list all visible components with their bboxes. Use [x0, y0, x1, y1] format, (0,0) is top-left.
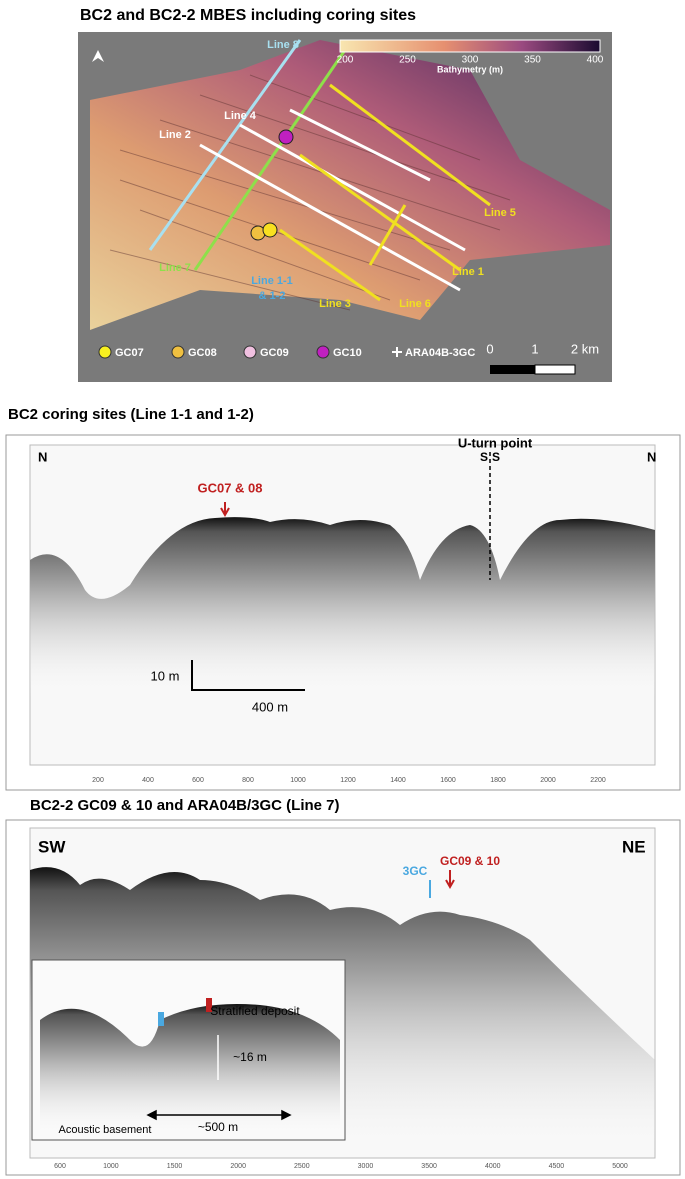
- line-label: Line 8: [267, 39, 299, 51]
- legend-label: GC09: [260, 347, 289, 359]
- profile-label: U-turn point: [458, 435, 533, 450]
- x-tick-label: 1000: [290, 777, 306, 784]
- panel-title: BC2 coring sites (Line 1-1 and 1-2): [8, 406, 254, 423]
- profile-label: Acoustic basement: [59, 1124, 152, 1136]
- profile-label: Stratified deposit: [210, 1004, 300, 1018]
- panel-title: BC2-2 GC09 & 10 and ARA04B/3GC (Line 7): [30, 797, 340, 814]
- profile-label: ~16 m: [233, 1050, 267, 1064]
- scale-bars: [191, 660, 305, 691]
- profile-label: S: [492, 450, 500, 464]
- line-label: Line 2: [159, 129, 191, 141]
- line-label: Line 7: [159, 262, 191, 274]
- profile-label: 10 m: [151, 668, 180, 683]
- colorbar-tick: 250: [399, 55, 416, 66]
- profile-label: N: [38, 449, 47, 464]
- profile-label: N: [647, 449, 656, 464]
- legend-label: GC08: [188, 347, 217, 359]
- legend-marker: [316, 345, 330, 359]
- colorbar-label: Bathymetry (m): [437, 64, 503, 74]
- x-tick-label: 2000: [540, 777, 556, 784]
- x-tick-label: 1400: [390, 777, 406, 784]
- scale-label: 2 km: [571, 341, 599, 356]
- core-marker: [158, 1012, 164, 1026]
- x-tick-label: 2500: [294, 1163, 310, 1170]
- legend-marker: [98, 345, 112, 359]
- x-tick-label: 3000: [358, 1163, 374, 1170]
- x-tick-label: 4000: [485, 1163, 501, 1170]
- profile-label: SW: [38, 837, 66, 856]
- survey-lines: [148, 39, 491, 302]
- line-label: Line 6: [399, 298, 431, 310]
- x-tick-label: 600: [54, 1163, 66, 1170]
- profile-label: ~500 m: [198, 1120, 238, 1134]
- profile-label: GC07 & 08: [197, 480, 262, 495]
- panel-title: BC2 and BC2-2 MBES including coring site…: [80, 7, 416, 24]
- line-label: Line 5: [484, 207, 516, 219]
- north-arrow: [92, 50, 104, 62]
- profile-label: NE: [622, 837, 646, 856]
- scale-bar: [490, 365, 535, 374]
- width-arrow: [146, 1109, 292, 1121]
- core-marker: [206, 998, 212, 1012]
- legend-marker: [171, 345, 185, 359]
- x-tick-label: 600: [192, 777, 204, 784]
- legend-marker: [392, 347, 402, 357]
- line-label: Line 4: [224, 110, 257, 122]
- colorbar-tick: 300: [462, 55, 479, 66]
- x-tick-label: 2000: [230, 1163, 246, 1170]
- profile-label: GC09 & 10: [440, 854, 500, 868]
- core-site: [262, 222, 278, 238]
- scale-label: 0: [486, 341, 493, 356]
- core-site: [278, 129, 294, 145]
- core-arrow: [445, 870, 455, 890]
- x-tick-label: 3500: [421, 1163, 437, 1170]
- x-tick-label: 2200: [590, 777, 606, 784]
- scale-bar: [534, 364, 576, 375]
- inset-reflector: [40, 1004, 340, 1138]
- x-tick-label: 200: [92, 777, 104, 784]
- profile-label: 3GC: [403, 864, 428, 878]
- legend-marker: [243, 345, 257, 359]
- profile-label: 400 m: [252, 699, 288, 714]
- profile-label: S: [480, 450, 488, 464]
- scale-label: 1: [531, 341, 538, 356]
- legend-label: GC07: [115, 347, 144, 359]
- x-tick-label: 5000: [612, 1163, 628, 1170]
- line-label: Line 1: [452, 266, 484, 278]
- x-tick-label: 1000: [103, 1163, 119, 1170]
- line-label: & 1-2: [259, 290, 286, 302]
- x-tick-label: 1800: [490, 777, 506, 784]
- colorbar: [339, 39, 601, 53]
- colorbar-tick: 350: [524, 55, 541, 66]
- colorbar-tick: 200: [337, 55, 354, 66]
- legend-label: GC10: [333, 347, 362, 359]
- seabed-reflector: [30, 517, 655, 700]
- x-tick-label: 1500: [167, 1163, 183, 1170]
- x-tick-label: 400: [142, 777, 154, 784]
- core-arrow: [220, 502, 230, 518]
- x-tick-label: 800: [242, 777, 254, 784]
- colorbar-tick: 400: [587, 55, 604, 66]
- x-tick-label: 1600: [440, 777, 456, 784]
- x-tick-label: 4500: [549, 1163, 565, 1170]
- line-label: Line 3: [319, 298, 351, 310]
- legend-label: ARA04B-3GC: [405, 347, 475, 359]
- x-tick-label: 1200: [340, 777, 356, 784]
- line-label: Line 1-1: [251, 275, 293, 287]
